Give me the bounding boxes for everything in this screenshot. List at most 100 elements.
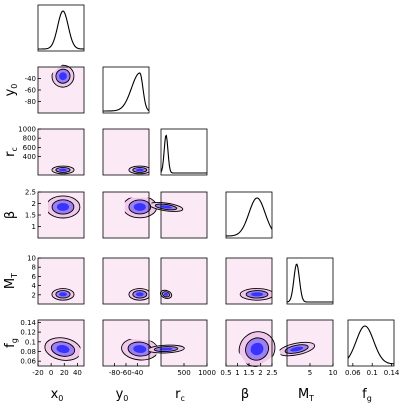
contour-core (159, 347, 173, 351)
bottom-tick-label: 2.5 (266, 369, 277, 377)
y-axis-label-MT: MT (3, 273, 19, 289)
x-axis-label-x0: x0 (51, 387, 64, 403)
panel-x0-MT (37, 257, 85, 305)
panel-rc-MT (159, 257, 208, 305)
contour-core (160, 205, 173, 209)
left-tick-label: 0.12 (20, 329, 36, 337)
x-axis-label-MT: MT (298, 387, 314, 403)
contour-core (290, 346, 304, 352)
joint-frame (160, 191, 208, 239)
left-tick-label: -60 (25, 87, 36, 95)
bottom-tick-label: 1.5 (243, 369, 254, 377)
bottom-tick-label: 1 (235, 369, 239, 377)
contour-core (133, 345, 147, 353)
joint-frame (37, 257, 85, 305)
bottom-tick-label: 500 (177, 369, 190, 377)
x-axis-label-y0: y0 (116, 387, 129, 403)
left-tick-label: 8 (32, 264, 36, 272)
panel-beta-beta (225, 191, 273, 239)
bottom-tick-label: -80 (109, 369, 120, 377)
contour-core (164, 292, 169, 296)
bottom-tick-label: 10 (329, 369, 338, 377)
panel-rc-rc (160, 128, 208, 176)
bottom-tick-label: 40 (73, 369, 82, 377)
y-axis-label-y0: y0 (3, 84, 19, 97)
left-tick-label: 600 (23, 144, 36, 152)
contour-core (59, 72, 67, 81)
panel-x0-x0 (37, 4, 85, 52)
marginal-curve-x0 (38, 10, 84, 50)
contour-core (135, 292, 144, 297)
y-axis-label-rc: rc (3, 147, 19, 157)
left-tick-label: 6 (32, 273, 37, 281)
left-tick-label: -40 (25, 75, 36, 83)
contour-core (250, 342, 264, 356)
left-tick-label: 2.5 (25, 189, 36, 197)
left-tick-label: 800 (23, 135, 36, 143)
joint-frame (102, 128, 150, 176)
bottom-tick-label: 0.1 (367, 369, 378, 377)
bottom-tick-label: 20 (60, 369, 69, 377)
left-tick-label: 0.14 (20, 319, 36, 327)
joint-frame (37, 319, 85, 367)
bottom-tick-label: 2 (258, 369, 262, 377)
bottom-tick-label: 0.5 (220, 369, 231, 377)
y-axis-label-beta: β (3, 211, 18, 219)
left-tick-label: 2 (32, 200, 36, 208)
x-axis-label-beta: β (241, 387, 249, 402)
contour-core (59, 292, 67, 297)
contour-core (251, 292, 264, 297)
marginal-frame (225, 191, 273, 239)
left-tick-label: 1000 (18, 126, 36, 134)
joint-frame (225, 257, 273, 305)
x-axis-label-rc: rc (175, 387, 185, 403)
panel-rc-fg (148, 319, 208, 367)
left-tick-label: -80 (25, 98, 36, 106)
panel-y0-fg (102, 319, 158, 367)
panel-MT-fg (278, 319, 334, 367)
bottom-tick-label: 1000 (198, 369, 216, 377)
y-axis-label-fg: fg (3, 338, 19, 348)
panel-y0-y0 (102, 66, 150, 114)
x-axis-label-fg: fg (362, 387, 372, 403)
contour-core (56, 344, 70, 354)
panel-x0-fg (37, 319, 85, 367)
marginal-frame (37, 4, 85, 52)
joint-background (161, 320, 207, 366)
panel-fg-fg (347, 319, 395, 367)
marginal-curve-y0 (103, 72, 149, 112)
left-tick-label: 10 (27, 255, 36, 263)
contour-core (135, 168, 144, 172)
joint-frame (102, 191, 150, 239)
panel-beta-MT (225, 257, 273, 305)
contour-core (59, 168, 67, 172)
marginal-curve-fg (348, 325, 394, 365)
left-tick-label: 400 (23, 153, 36, 161)
panel-beta-fg (225, 319, 276, 367)
bottom-tick-label: -60 (120, 369, 131, 377)
panel-rc-beta (150, 191, 208, 239)
joint-frame (160, 257, 208, 305)
marginal-curve-rc (161, 134, 207, 174)
panel-y0-beta (102, 191, 158, 239)
bottom-tick-label: 0 (49, 369, 53, 377)
joint-background (161, 192, 207, 238)
marginal-curve-MT (287, 263, 333, 303)
panel-x0-rc (37, 128, 85, 176)
panel-x0-beta (37, 191, 85, 239)
contour-core (133, 203, 146, 211)
panel-y0-MT (102, 257, 150, 305)
panel-x0-y0 (37, 64, 85, 114)
contour-core (56, 203, 70, 211)
left-tick-label: 2 (32, 291, 36, 299)
marginal-frame (286, 257, 334, 305)
panel-y0-rc (102, 128, 150, 176)
left-tick-label: 0.1 (25, 338, 36, 346)
bottom-tick-label: -40 (132, 369, 143, 377)
bottom-tick-label: 0.14 (384, 369, 400, 377)
left-tick-label: 1 (32, 223, 36, 231)
bottom-tick-label: 5 (308, 369, 312, 377)
bottom-tick-label: -20 (32, 369, 43, 377)
left-tick-label: 4 (32, 282, 37, 290)
